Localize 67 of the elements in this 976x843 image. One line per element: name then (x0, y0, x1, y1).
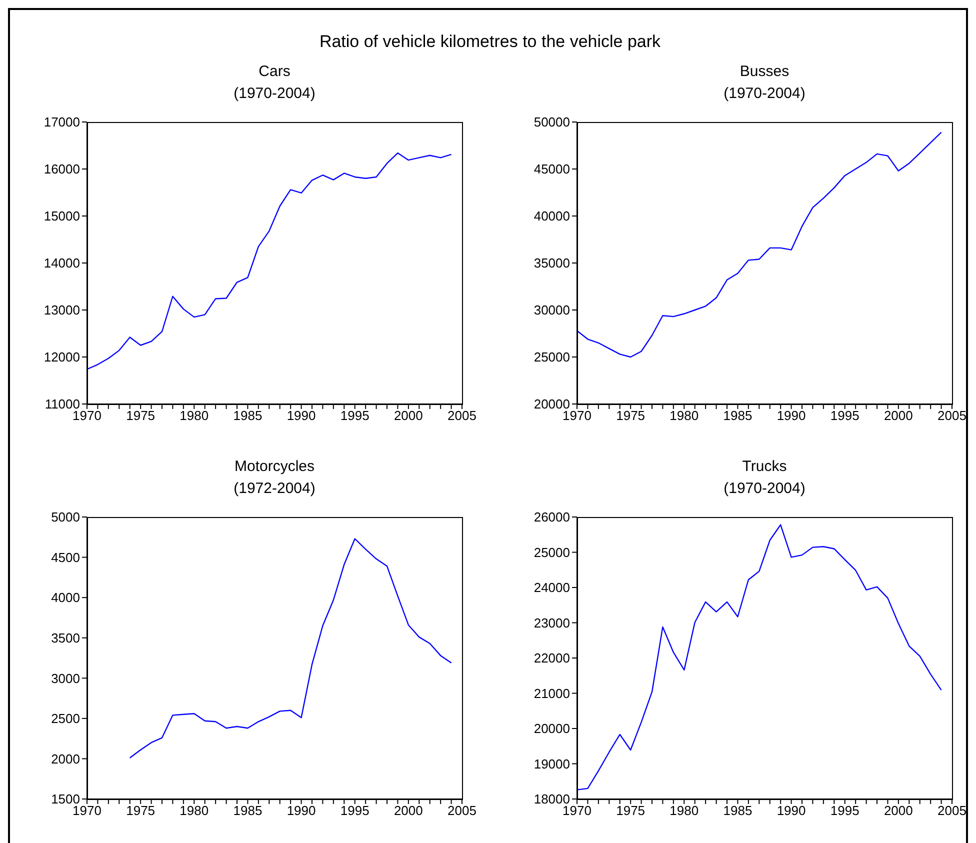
line-series (129, 538, 452, 759)
text: Ratio of vehicle kilometres to the vehicle park (318, 31, 662, 53)
x-tick-label: 2005 (448, 408, 476, 424)
x-tick-label: 1980 (670, 803, 699, 818)
x-tick-label: 1990 (286, 803, 316, 818)
y-tick-label: 13000 (44, 302, 80, 318)
y-tick-label: 4000 (51, 590, 80, 606)
chart-subtitle: (1970-2004) (722, 479, 806, 499)
x-tick-label: 1980 (180, 408, 209, 424)
y-tick-label: 3000 (51, 670, 80, 686)
x-tick-label: 1980 (180, 803, 209, 818)
y-tick-label: 12000 (44, 350, 80, 365)
y-tick-label: 2000 (51, 751, 80, 766)
y-tick-label: 16000 (44, 162, 80, 177)
x-tick-label: 1975 (616, 803, 646, 818)
chart-subtitle: (1970-2004) (722, 84, 806, 104)
y-tick-label: 30000 (534, 302, 570, 318)
y-tick-label: 35000 (534, 256, 570, 271)
y-tick-label: 4500 (51, 550, 80, 565)
x-tick-label: 1985 (723, 803, 752, 818)
chart-title: Trucks (741, 457, 788, 477)
x-tick-label: 1975 (616, 408, 646, 424)
x-tick-label: 2005 (938, 803, 966, 818)
line-series (577, 132, 942, 358)
x-tick-label: 1985 (233, 803, 262, 818)
chart-title: Cars (258, 62, 292, 82)
x-tick-label: 1990 (776, 408, 806, 424)
x-tick-label: 1980 (670, 408, 699, 424)
x-tick-label: 2005 (938, 408, 966, 424)
y-tick-label: 23000 (534, 615, 570, 630)
y-tick-label: 17000 (44, 114, 80, 130)
x-tick-label: 2000 (394, 803, 423, 818)
y-tick-label: 20000 (534, 721, 570, 736)
chart-title: Busses (738, 62, 790, 82)
x-tick-label: 2005 (448, 803, 476, 818)
x-tick-label: 1990 (286, 408, 316, 424)
y-tick-label: 50000 (534, 114, 570, 130)
x-tick-label: 1975 (126, 803, 156, 818)
x-tick-label: 1985 (723, 408, 752, 424)
y-tick-label: 45000 (534, 162, 570, 177)
x-tick-label: 1985 (233, 408, 262, 424)
y-tick-label: 15000 (44, 208, 80, 224)
y-tick-label: 21000 (534, 686, 570, 701)
chart-title: Motorcycles (233, 457, 316, 477)
y-tick-label: 24000 (534, 580, 570, 596)
line-series (87, 152, 452, 370)
chart-subtitle: (1972-2004) (232, 479, 316, 499)
x-tick-label: 1995 (340, 803, 370, 818)
chart-subtitle: (1970-2004) (232, 84, 316, 104)
x-tick-label: 2000 (394, 408, 423, 424)
x-tick-label: 1995 (830, 408, 860, 424)
x-tick-label: 2000 (884, 408, 913, 424)
y-tick-label: 25000 (534, 350, 570, 365)
y-tick-label: 22000 (534, 650, 570, 666)
x-tick-label: 1995 (830, 803, 860, 818)
y-tick-label: 5000 (51, 510, 80, 525)
y-tick-label: 2500 (51, 711, 80, 726)
y-tick-label: 26000 (534, 510, 570, 525)
x-tick-label: 1995 (340, 408, 370, 424)
y-tick-label: 19000 (534, 756, 570, 772)
y-tick-label: 40000 (534, 208, 570, 224)
x-tick-label: 1975 (126, 408, 156, 424)
y-tick-label: 3500 (51, 630, 80, 646)
x-tick-label: 2000 (884, 803, 913, 818)
y-tick-label: 14000 (44, 256, 80, 271)
x-tick-label: 1990 (776, 803, 806, 818)
y-tick-label: 25000 (534, 544, 570, 560)
